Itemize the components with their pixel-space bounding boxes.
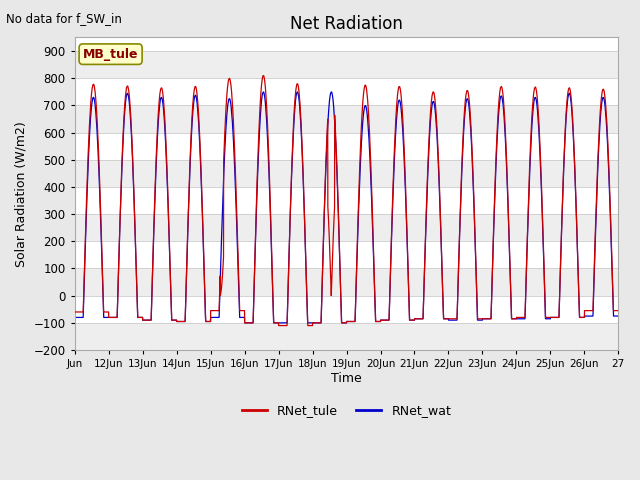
Bar: [75, 160, 618, 187]
Text: No data for f_SW_in: No data for f_SW_in: [6, 12, 122, 25]
Bar: [75, 214, 618, 241]
Text: MB_tule: MB_tule: [83, 48, 138, 60]
Legend: RNet_tule, RNet_wat: RNet_tule, RNet_wat: [237, 399, 456, 422]
Bar: [75, 323, 618, 350]
Bar: [75, 105, 618, 132]
Bar: [75, 268, 618, 296]
Title: Net Radiation: Net Radiation: [290, 15, 403, 33]
X-axis label: Time: Time: [331, 372, 362, 385]
Y-axis label: Solar Radiation (W/m2): Solar Radiation (W/m2): [15, 121, 28, 266]
Bar: [75, 51, 618, 78]
